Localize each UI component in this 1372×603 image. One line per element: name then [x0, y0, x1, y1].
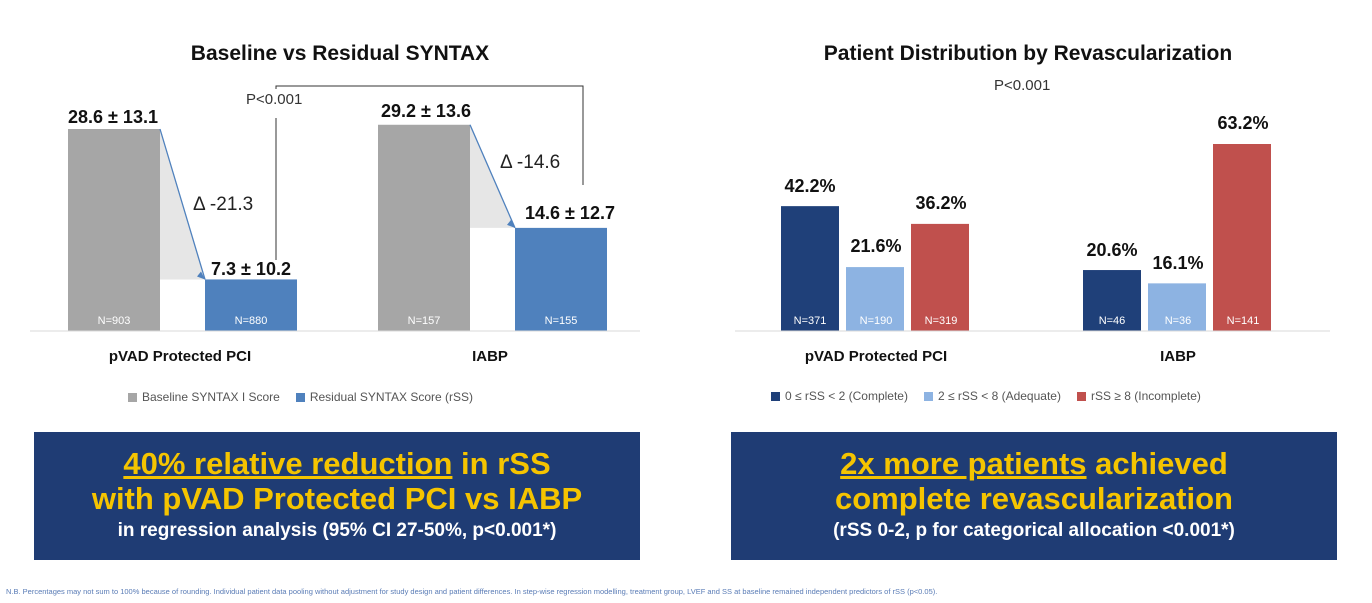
baseline-bar-0	[68, 129, 160, 331]
right-banner-underlined: 2x more patients	[840, 446, 1087, 481]
right-banner-line3: (rSS 0-2, p for categorical allocation <…	[833, 520, 1235, 541]
legend-item-adequate: 2 ≤ rSS < 8 (Adequate)	[923, 389, 1061, 403]
bar-0-2	[911, 223, 969, 331]
n-iabp-complete: N=46	[1098, 315, 1126, 327]
left-banner-line2: with pVAD Protected PCI vs IABP	[91, 481, 583, 516]
right-banner-rest: achieved	[1086, 446, 1228, 481]
legend-label-complete: 0 ≤ rSS < 2 (Complete)	[785, 389, 908, 403]
left-residual-pvad-label: 7.3 ± 10.2	[211, 259, 291, 279]
legend-item-baseline: Baseline SYNTAX I Score	[128, 390, 280, 404]
left-banner-line1: 40% relative reduction in rSS	[34, 446, 640, 481]
legend-label-baseline: Baseline SYNTAX I Score	[142, 390, 280, 404]
p-value-bracket	[275, 85, 584, 260]
left-banner-rest: in rSS	[452, 446, 551, 481]
left-banner-underlined: 40% relative reduction	[123, 446, 453, 481]
footnote: N.B. Percentages may not sum to 100% bec…	[6, 587, 938, 596]
right-category-iabp: IABP	[1160, 348, 1196, 365]
right-category-pvad: pVAD Protected PCI	[804, 348, 948, 365]
arrowhead-0	[197, 271, 205, 280]
left-baseline-pvad-label: 28.6 ± 13.1	[68, 107, 158, 127]
left-residual-iabp-label: 14.6 ± 12.7	[525, 203, 615, 223]
n-baseline-iabp: N=157	[407, 315, 441, 327]
right-legend: 0 ≤ rSS < 2 (Complete) 2 ≤ rSS < 8 (Adeq…	[771, 389, 1201, 403]
n-pvad-incomplete: N=319	[924, 315, 958, 327]
baseline-bar-1	[378, 124, 470, 331]
legend-label-incomplete: rSS ≥ 8 (Incomplete)	[1090, 389, 1201, 403]
left-chart-plot	[30, 85, 640, 332]
right-chart-plot	[735, 144, 1330, 332]
left-delta-iabp: Δ -14.6	[500, 152, 561, 173]
right-p-value: P<0.001	[994, 77, 1051, 94]
left-chart-title: Baseline vs Residual SYNTAX	[190, 42, 490, 65]
n-residual-pvad: N=880	[234, 315, 268, 327]
bar-1-2	[1213, 144, 1271, 331]
legend-item-residual: Residual SYNTAX Score (rSS)	[295, 390, 474, 404]
n-pvad-adequate: N=190	[859, 315, 893, 327]
residual-bar-0	[205, 279, 297, 331]
right-label-iabp-incomplete: 63.2%	[1217, 113, 1269, 133]
bar-0-1	[846, 267, 904, 331]
n-baseline-pvad: N=903	[97, 315, 131, 327]
arrowhead-1	[507, 219, 515, 228]
right-banner-line2: complete revascularization	[835, 481, 1233, 516]
right-chart-title: Patient Distribution by Revascularizatio…	[823, 42, 1233, 65]
right-label-iabp-complete: 20.6%	[1086, 240, 1138, 260]
reduction-arrow-1	[469, 124, 516, 229]
n-iabp-incomplete: N=141	[1226, 315, 1260, 327]
bar-0-0	[781, 206, 839, 331]
legend-swatch-complete	[771, 391, 780, 401]
reduction-arrow-0	[159, 128, 206, 280]
n-iabp-adequate: N=36	[1164, 315, 1192, 327]
legend-swatch-baseline	[128, 392, 137, 402]
left-legend: Baseline SYNTAX I Score Residual SYNTAX …	[128, 390, 473, 404]
legend-swatch-residual	[295, 392, 305, 402]
right-label-pvad-complete: 42.2%	[784, 176, 836, 196]
left-summary-banner: 40% relative reduction in rSS with pVAD …	[34, 432, 640, 560]
legend-swatch-incomplete	[1076, 391, 1086, 401]
right-label-pvad-incomplete: 36.2%	[915, 193, 967, 213]
bar-1-1	[1148, 283, 1206, 331]
left-banner-line3: in regression analysis (95% CI 27-50%, p…	[117, 520, 557, 541]
legend-item-complete: 0 ≤ rSS < 2 (Complete)	[771, 389, 908, 403]
right-label-iabp-adequate: 16.1%	[1152, 253, 1204, 273]
residual-bar-1	[515, 227, 607, 331]
bar-1-0	[1083, 270, 1141, 331]
left-p-value: P<0.001	[246, 91, 303, 108]
right-label-pvad-adequate: 21.6%	[850, 236, 902, 256]
legend-label-residual: Residual SYNTAX Score (rSS)	[309, 390, 474, 404]
legend-label-adequate: 2 ≤ rSS < 8 (Adequate)	[937, 389, 1061, 403]
right-summary-banner: 2x more patients achieved complete revas…	[731, 432, 1337, 560]
n-pvad-complete: N=371	[793, 315, 827, 327]
left-category-pvad: pVAD Protected PCI	[108, 348, 252, 365]
legend-swatch-adequate	[923, 391, 933, 401]
left-baseline-iabp-label: 29.2 ± 13.6	[381, 101, 471, 121]
legend-item-incomplete: rSS ≥ 8 (Incomplete)	[1076, 389, 1201, 403]
right-banner-line1: 2x more patients achieved	[731, 446, 1337, 481]
n-residual-iabp: N=155	[544, 315, 578, 327]
left-category-iabp: IABP	[472, 348, 508, 365]
left-delta-pvad: Δ -21.3	[193, 194, 254, 215]
